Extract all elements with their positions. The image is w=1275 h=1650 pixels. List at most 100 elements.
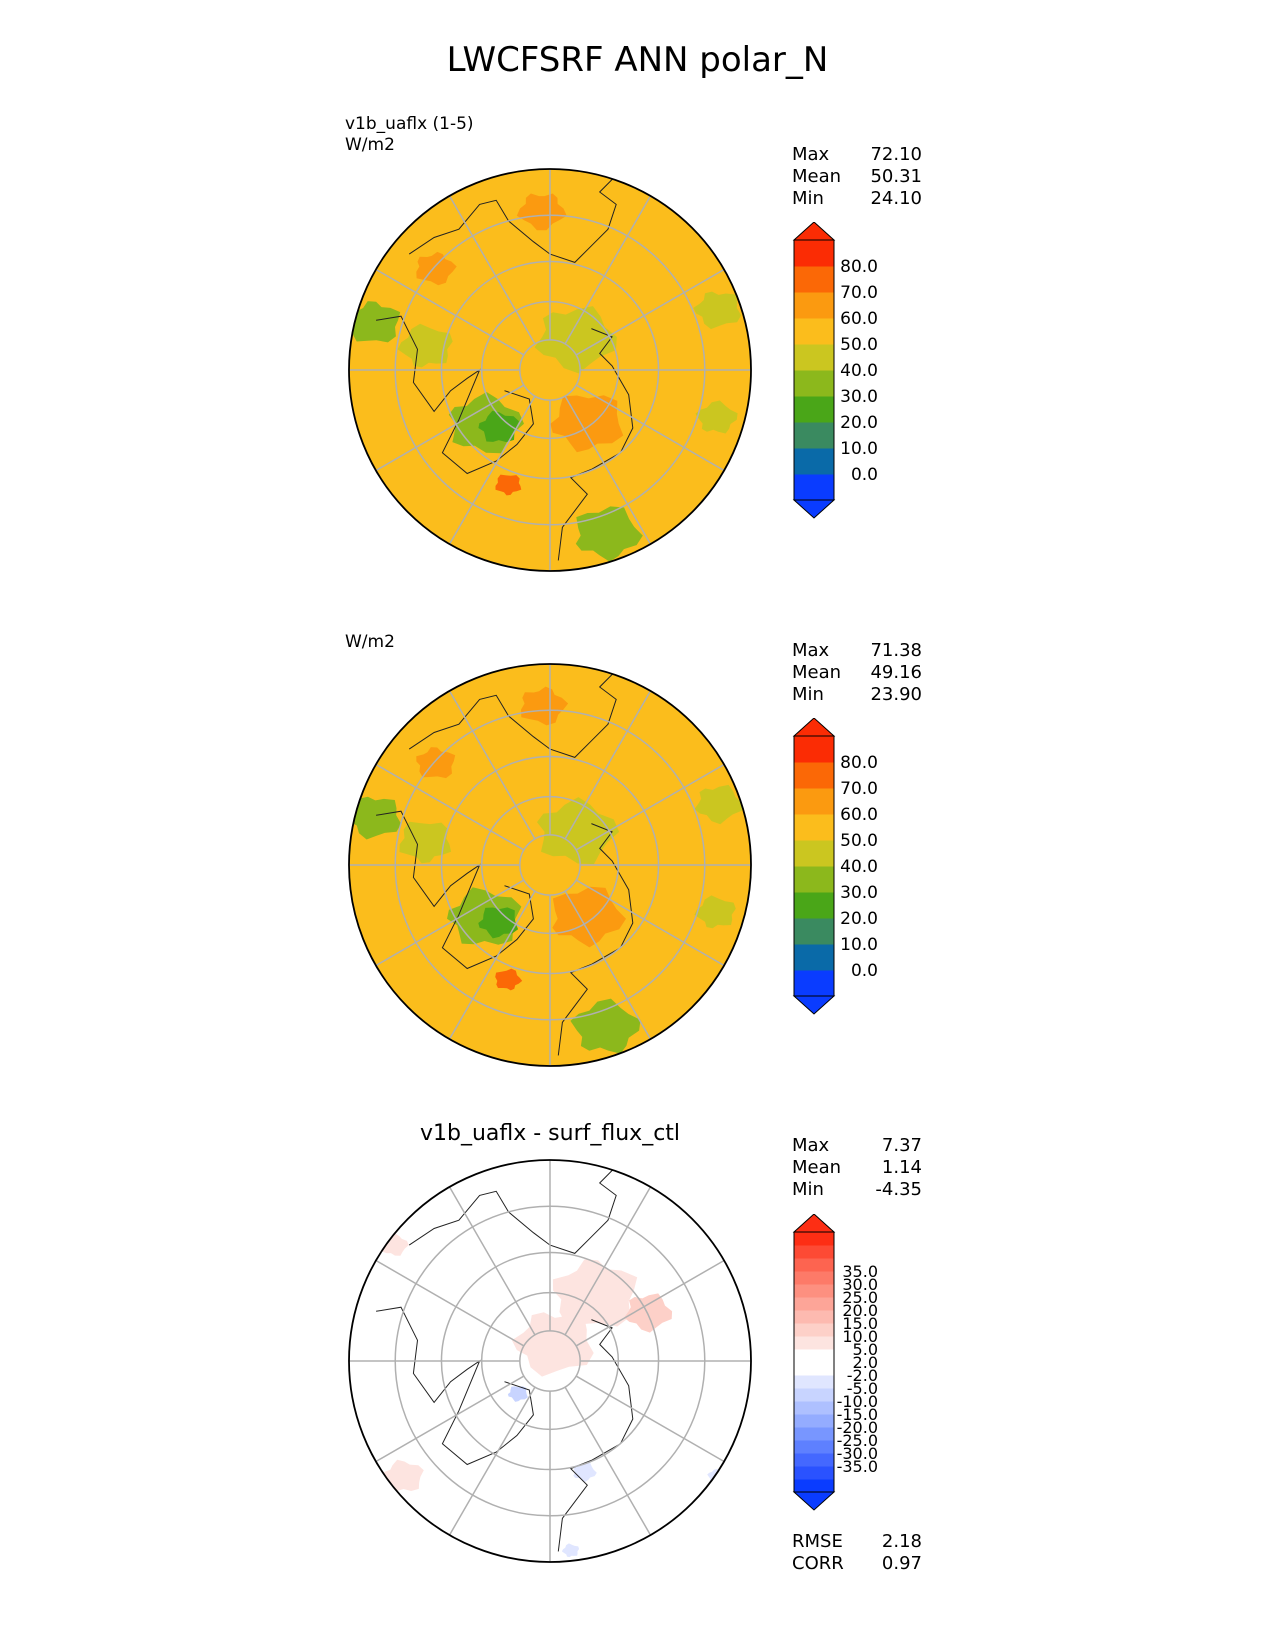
meridian-gridline bbox=[448, 690, 536, 840]
colorbar-bottom-extend bbox=[792, 995, 836, 1015]
colorbar-segment bbox=[794, 266, 834, 293]
colorbar-segment bbox=[794, 788, 834, 815]
map-contour-region bbox=[495, 968, 523, 991]
meridian-gridline bbox=[448, 1386, 536, 1536]
panel-2-stat-min: Min 23.90 bbox=[792, 684, 922, 706]
colorbar-segment bbox=[794, 1245, 834, 1259]
panel-1-subtitle: v1b_uaflx (1-5) W/m2 bbox=[345, 114, 474, 156]
panel-1-stat-mean: Mean 50.31 bbox=[792, 166, 922, 188]
meridian-gridline bbox=[375, 384, 525, 472]
colorbar-segment bbox=[794, 1232, 834, 1246]
meridian-gridline bbox=[375, 268, 525, 356]
panel-2-stat-min-value: 23.90 bbox=[870, 684, 922, 705]
panel-3-polar-map bbox=[348, 1159, 752, 1563]
coastline bbox=[408, 175, 617, 263]
map-contour-region bbox=[537, 797, 620, 865]
panel-3-extra-stats: RMSE 2.18 CORR 0.97 bbox=[792, 1531, 922, 1575]
map-boundary bbox=[348, 663, 752, 1067]
panel-3-stat-mean-value: 1.14 bbox=[881, 1157, 922, 1178]
colorbar-segment bbox=[794, 762, 834, 789]
colorbar-segment bbox=[794, 1375, 834, 1389]
meridian-gridline bbox=[448, 890, 536, 1040]
colorbar-segment bbox=[794, 1388, 834, 1402]
colorbar-tick-label: -5.0 bbox=[847, 1379, 878, 1398]
colorbar-segment bbox=[794, 1453, 834, 1467]
panel-3-stat-max-label: Max bbox=[792, 1135, 830, 1156]
panel-2-stat-max-value: 71.38 bbox=[870, 640, 922, 661]
map-contour-region bbox=[349, 301, 401, 343]
panel-3-stat-mean-label: Mean bbox=[792, 1157, 842, 1178]
meridian-gridline bbox=[564, 1186, 652, 1336]
colorbar-segment bbox=[794, 1323, 834, 1337]
colorbar-segment bbox=[794, 1414, 834, 1428]
panel-1-units: W/m2 bbox=[345, 135, 395, 155]
colorbar-tick-label: 60.0 bbox=[840, 309, 878, 329]
panel-1-stat-mean-value: 50.31 bbox=[870, 166, 922, 187]
colorbar-tick-label: 5.0 bbox=[853, 1340, 878, 1359]
colorbar-segment bbox=[794, 1336, 834, 1350]
colorbar-segment bbox=[794, 1349, 834, 1363]
panel-3-stat-min-value: -4.35 bbox=[875, 1179, 922, 1200]
meridian-gridline bbox=[448, 1186, 536, 1336]
map-field bbox=[349, 1160, 751, 1562]
panel-3-stat-corr-value: 0.97 bbox=[881, 1553, 922, 1574]
meridian-gridline bbox=[575, 1375, 725, 1463]
map-contour-region bbox=[416, 747, 456, 779]
colorbar-tick-label: 70.0 bbox=[840, 283, 878, 303]
map-contour-region bbox=[511, 1312, 594, 1377]
colorbar-tick-label: 0.0 bbox=[851, 465, 878, 485]
colorbar-tick-label: 35.0 bbox=[842, 1262, 878, 1281]
panel-1-stat-max: Max 72.10 bbox=[792, 144, 922, 166]
meridian-gridline bbox=[564, 195, 652, 345]
colorbar-tick-label: 0.0 bbox=[851, 961, 878, 981]
colorbar-frame bbox=[793, 1231, 835, 1493]
colorbar-tick-label: -30.0 bbox=[837, 1444, 878, 1463]
panel-2-units: W/m2 bbox=[345, 632, 395, 652]
colorbar-tick-label: 2.0 bbox=[853, 1353, 878, 1372]
map-contour-region bbox=[516, 193, 567, 231]
colorbar-tick-label: 50.0 bbox=[840, 335, 878, 355]
map-field bbox=[349, 664, 751, 1066]
colorbar-segment bbox=[794, 1362, 834, 1376]
map-contour-region bbox=[349, 796, 402, 840]
map-contour-region bbox=[552, 1259, 638, 1327]
colorbar-frame bbox=[793, 735, 835, 997]
colorbar-tick-label: -25.0 bbox=[837, 1431, 878, 1450]
colorbar-tick-label: -15.0 bbox=[837, 1405, 878, 1424]
panel-2-stat-mean-value: 49.16 bbox=[870, 662, 922, 683]
panel-2-subtitle: W/m2 bbox=[345, 632, 395, 653]
map-boundary bbox=[348, 168, 752, 572]
meridian-gridline bbox=[564, 1386, 652, 1536]
panel-3-stat-max-value: 7.37 bbox=[881, 1135, 922, 1156]
map-contour-region bbox=[495, 474, 522, 496]
colorbar-segment bbox=[794, 840, 834, 867]
panel-1-stat-min-label: Min bbox=[792, 188, 824, 209]
map-contour-region bbox=[383, 1459, 424, 1491]
colorbar-segment bbox=[794, 1401, 834, 1415]
colorbar-segment bbox=[794, 970, 834, 997]
panel-3-stat-rmse-value: 2.18 bbox=[881, 1531, 922, 1552]
colorbar-segment bbox=[794, 944, 834, 971]
colorbar-segment bbox=[794, 474, 834, 501]
panel-3-title: v1b_uaflx - surf_flux_ctl bbox=[419, 1121, 681, 1146]
colorbar-segment bbox=[794, 1297, 834, 1311]
colorbar-tick-label: 10.0 bbox=[842, 1327, 878, 1346]
meridian-gridline bbox=[564, 690, 652, 840]
colorbar-tick-label: 80.0 bbox=[840, 753, 878, 773]
panel-1-colorbar: 0.0 10.0 20.0 30.0 40.0 50.0 60.0 70.0 80.0 bbox=[792, 222, 878, 519]
map-contour-region bbox=[695, 400, 738, 434]
coastline bbox=[408, 670, 617, 758]
colorbar-top-extend bbox=[792, 1214, 836, 1233]
colorbar-segment bbox=[794, 736, 834, 763]
meridian-gridline bbox=[375, 879, 525, 967]
panel-2-stats: Max 71.38 Mean 49.16 Min 23.90 bbox=[792, 640, 922, 706]
colorbar-tick-label: 40.0 bbox=[840, 361, 878, 381]
map-contour-region bbox=[561, 1543, 580, 1558]
panel-3-stat-max: Max 7.37 bbox=[792, 1135, 922, 1157]
map-contour-region bbox=[478, 410, 519, 443]
colorbar-segment bbox=[794, 1440, 834, 1454]
map-contour-region bbox=[507, 1386, 528, 1402]
colorbar-tick-label: 30.0 bbox=[840, 387, 878, 407]
colorbar-segment bbox=[794, 370, 834, 397]
colorbar-tick-label: 50.0 bbox=[840, 831, 878, 851]
